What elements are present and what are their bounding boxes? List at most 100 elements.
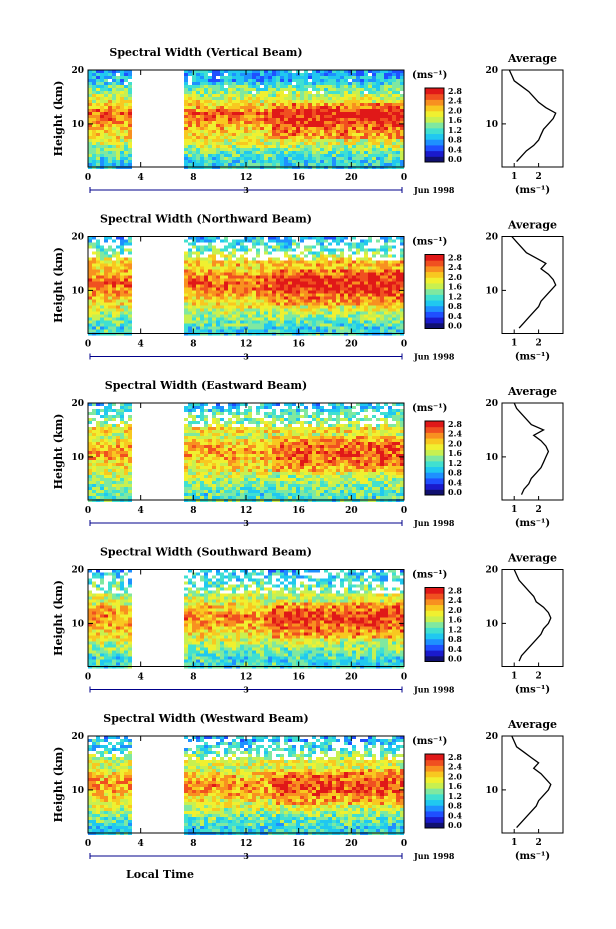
heatmap-cell: [400, 299, 404, 303]
heatmap-cell: [280, 70, 284, 73]
heatmap-cell: [356, 76, 360, 79]
heatmap-cell: [352, 127, 356, 130]
heatmap-cell: [208, 281, 212, 285]
heatmap-cell: [368, 302, 372, 306]
heatmap-cell: [340, 76, 344, 79]
heatmap-cell: [100, 490, 104, 493]
heatmap-cell: [128, 478, 132, 481]
heatmap-cell: [328, 163, 332, 166]
heatmap-cell: [240, 269, 244, 273]
heatmap-cell: [304, 287, 308, 291]
heatmap-cell: [220, 272, 224, 276]
heatmap-cell: [364, 323, 368, 327]
heatmap-cell: [400, 311, 404, 315]
heatmap-cell: [184, 239, 188, 243]
heatmap-cell: [244, 142, 248, 145]
heatmap-cell: [288, 109, 292, 112]
heatmap-cell: [372, 299, 376, 303]
heatmap-cell: [108, 91, 112, 94]
heatmap-cell: [228, 433, 232, 436]
heatmap-cell: [120, 403, 124, 406]
heatmap-cell: [92, 466, 96, 469]
heatmap-cell: [296, 287, 300, 291]
heatmap-cell: [104, 82, 108, 85]
heatmap-cell: [120, 463, 124, 466]
heatmap-cell: [116, 272, 120, 276]
heatmap-cell: [260, 133, 264, 136]
heatmap-cell: [256, 272, 260, 276]
heatmap-cell: [104, 436, 108, 439]
heatmap-cell: [208, 145, 212, 148]
x-tick-label: 4: [138, 340, 144, 350]
heatmap-cell: [228, 478, 232, 481]
heatmap-cell: [104, 151, 108, 154]
heatmap-cell: [368, 263, 372, 267]
heatmap-cell: [248, 85, 252, 88]
heatmap-cell: [392, 278, 396, 282]
heatmap-cell: [112, 79, 116, 82]
heatmap-cell: [96, 430, 100, 433]
heatmap-cell: [212, 148, 216, 151]
heatmap-cell: [200, 284, 204, 288]
heatmap-cell: [104, 248, 108, 252]
heatmap-cell: [112, 115, 116, 118]
heatmap-cell: [392, 314, 396, 318]
heatmap-cell: [344, 124, 348, 127]
heatmap-cell: [248, 314, 252, 318]
heatmap-cell: [388, 142, 392, 145]
heatmap-cell: [108, 451, 112, 454]
heatmap-cell: [352, 157, 356, 160]
heatmap-cell: [228, 124, 232, 127]
heatmap-cell: [360, 136, 364, 139]
heatmap-cell: [212, 157, 216, 160]
heatmap-cell: [324, 91, 328, 94]
heatmap-cell: [328, 263, 332, 267]
heatmap-cell: [228, 287, 232, 291]
heatmap-cell: [344, 275, 348, 279]
heatmap-cell: [232, 70, 236, 73]
heatmap-cell: [364, 293, 368, 297]
heatmap-cell: [208, 448, 212, 451]
heatmap-cell: [104, 275, 108, 279]
heatmap-cell: [128, 326, 132, 330]
heatmap-cell: [372, 82, 376, 85]
heatmap-cell: [104, 79, 108, 82]
heatmap-cell: [364, 314, 368, 318]
heatmap-cell: [264, 290, 268, 294]
heatmap-cell: [240, 154, 244, 157]
heatmap-cell: [272, 245, 276, 249]
heatmap-cell: [208, 109, 212, 112]
heatmap-cell: [288, 163, 292, 166]
heatmap-cell: [116, 151, 120, 154]
heatmap-cell: [88, 472, 92, 475]
heatmap-cell: [272, 88, 276, 91]
heatmap-cell: [112, 148, 116, 151]
heatmap-cell: [396, 148, 400, 151]
heatmap-cell: [108, 85, 112, 88]
heatmap-cell: [340, 236, 344, 240]
heatmap-cell: [292, 124, 296, 127]
heatmap-cell: [296, 91, 300, 94]
heatmap-cell: [356, 263, 360, 267]
heatmap-cell: [316, 254, 320, 258]
heatmap-cell: [276, 70, 280, 73]
heatmap-cell: [388, 311, 392, 315]
heatmap-cell: [284, 112, 288, 115]
heatmap-cell: [304, 329, 308, 333]
heatmap-cell: [364, 136, 368, 139]
heatmap-cell: [292, 100, 296, 103]
heatmap-cell: [336, 109, 340, 112]
heatmap-cell: [204, 320, 208, 324]
heatmap-cell: [272, 154, 276, 157]
heatmap-cell: [88, 163, 92, 166]
heatmap-cell: [328, 79, 332, 82]
heatmap-cell: [204, 424, 208, 427]
heatmap-cell: [220, 151, 224, 154]
heatmap-cell: [340, 269, 344, 273]
heatmap-cell: [228, 142, 232, 145]
heatmap-cell: [88, 433, 92, 436]
heatmap-cell: [204, 454, 208, 457]
heatmap-cell: [344, 290, 348, 294]
heatmap-cell: [216, 136, 220, 139]
heatmap-cell: [96, 130, 100, 133]
